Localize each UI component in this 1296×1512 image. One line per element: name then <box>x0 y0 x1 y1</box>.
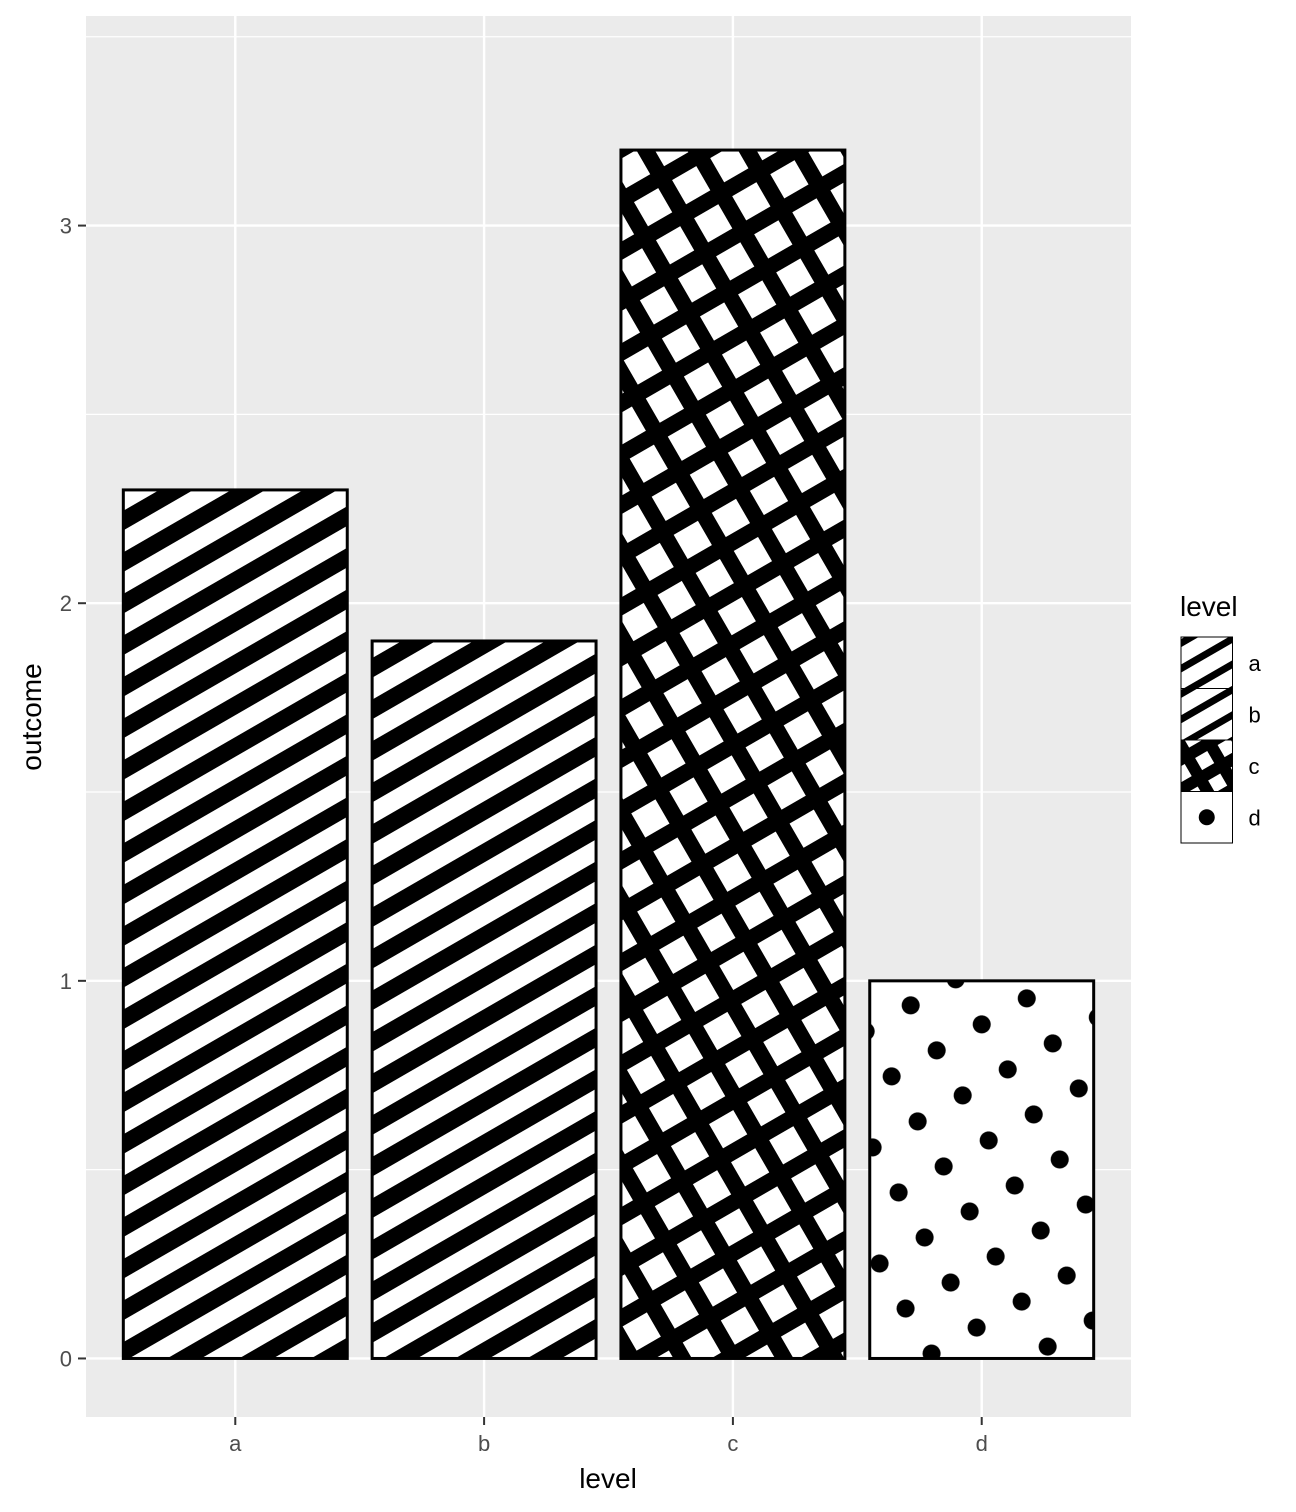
y-tick-label: 1 <box>60 969 72 994</box>
bar-b <box>370 639 598 1360</box>
legend-key-a <box>1180 636 1233 689</box>
legend-label-d: d <box>1249 805 1261 830</box>
bar-c <box>619 148 847 1360</box>
x-tick-label: a <box>229 1431 242 1456</box>
bars <box>121 148 1096 1360</box>
legend-key-dot <box>1198 809 1215 826</box>
y-tick-label: 2 <box>60 591 72 616</box>
x-axis: a b c d <box>229 1417 988 1456</box>
y-tick-label: 3 <box>60 214 72 239</box>
legend-key-b <box>1180 688 1233 741</box>
y-tick-label: 0 <box>60 1346 72 1371</box>
legend-label-b: b <box>1249 702 1261 727</box>
legend-label-a: a <box>1249 651 1262 676</box>
legend: level a b c d <box>1180 591 1262 844</box>
x-tick-label: d <box>976 1431 988 1456</box>
x-tick-label: c <box>727 1431 738 1456</box>
bar-d <box>868 979 1096 1360</box>
y-axis-title: outcome <box>16 663 47 770</box>
x-axis-title: level <box>579 1463 637 1494</box>
legend-key-c <box>1180 739 1233 792</box>
legend-label-c: c <box>1249 754 1260 779</box>
legend-title: level <box>1180 591 1238 622</box>
x-tick-label: b <box>478 1431 490 1456</box>
bar-a <box>121 488 349 1360</box>
y-axis: 0 1 2 3 <box>60 214 86 1371</box>
legend-keys: a b c d <box>1180 636 1262 844</box>
